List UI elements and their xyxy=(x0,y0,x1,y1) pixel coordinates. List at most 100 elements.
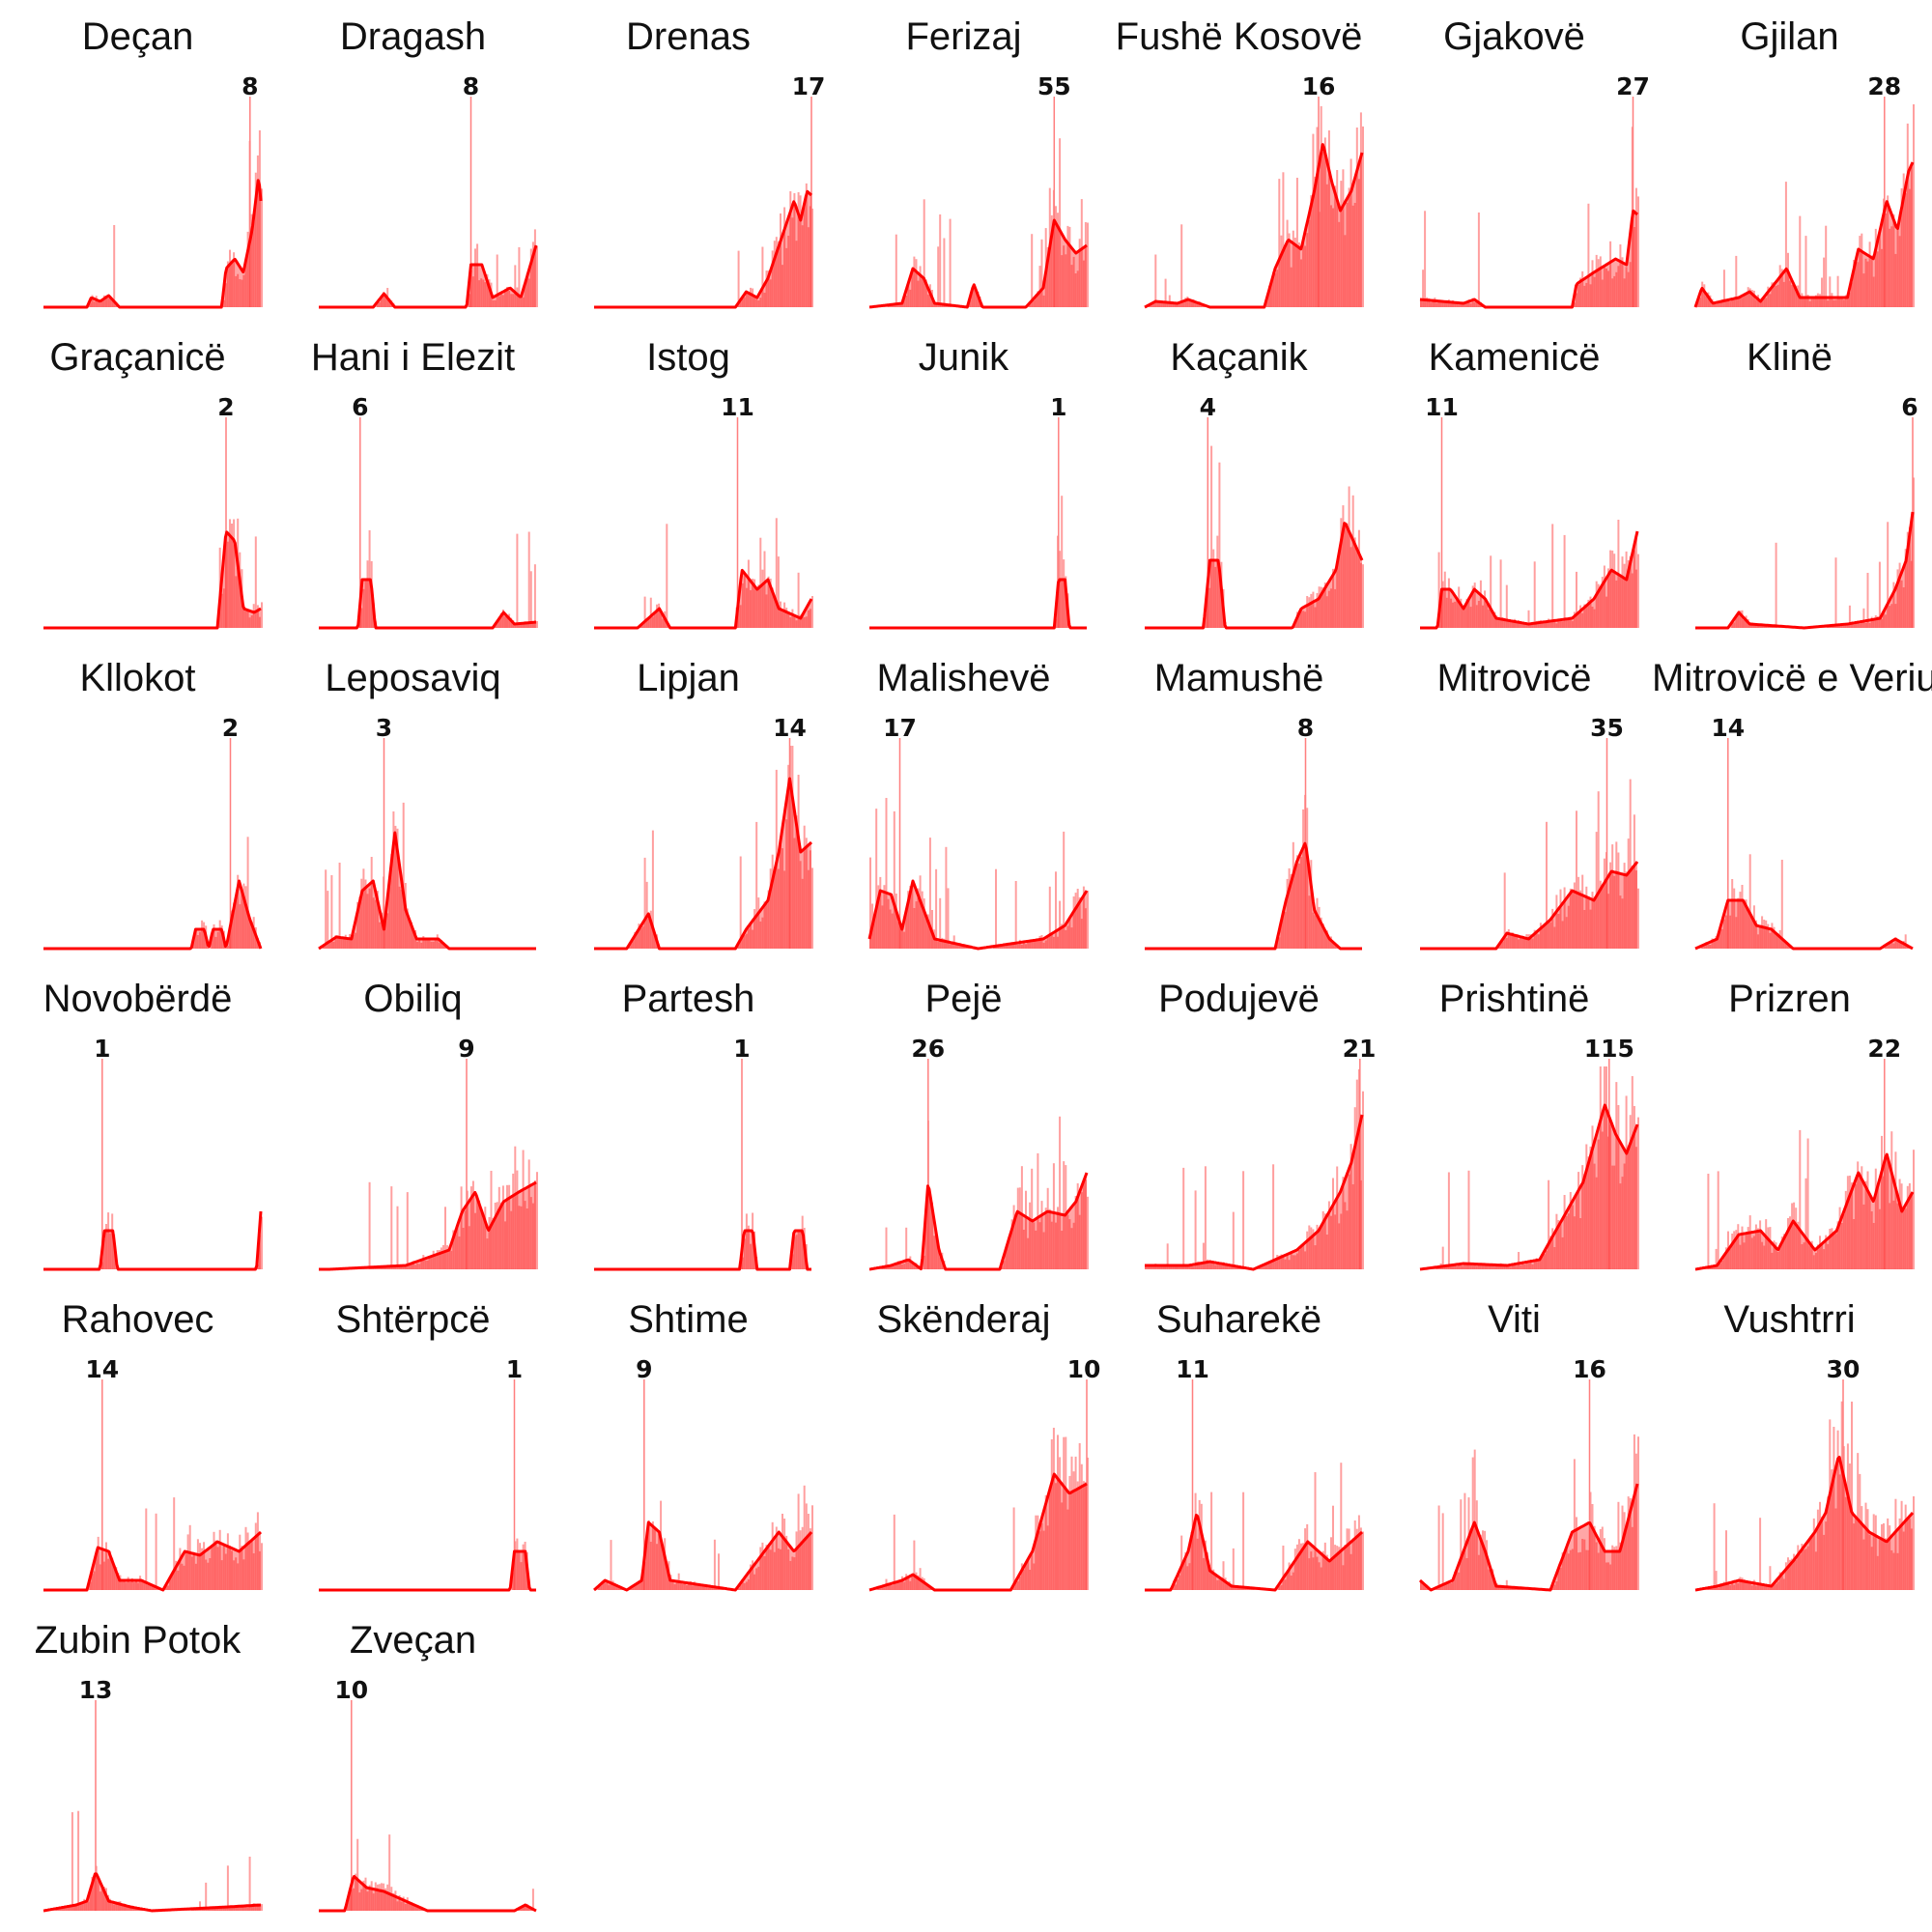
daily-bar xyxy=(1810,298,1813,307)
daily-bar xyxy=(1780,860,1783,949)
daily-bar xyxy=(767,1545,770,1590)
daily-bar xyxy=(211,936,213,949)
daily-bar xyxy=(1033,1563,1036,1590)
daily-bar xyxy=(1302,1243,1305,1269)
daily-bar xyxy=(468,294,470,307)
daily-bar xyxy=(1814,1252,1817,1269)
daily-bar xyxy=(1327,1560,1330,1590)
daily-bar xyxy=(743,297,746,307)
daily-bar xyxy=(1202,1557,1205,1590)
daily-bar xyxy=(1729,1248,1732,1269)
daily-bar xyxy=(109,1233,112,1269)
daily-bar xyxy=(171,1574,174,1590)
daily-bar xyxy=(416,941,419,949)
daily-bar xyxy=(1759,1518,1762,1590)
daily-bar xyxy=(1823,1534,1826,1590)
daily-bar xyxy=(1242,1171,1245,1269)
peak-value-label: 21 xyxy=(1343,1035,1377,1063)
avg-line xyxy=(318,578,537,630)
daily-bar xyxy=(398,1894,401,1911)
daily-bar xyxy=(1633,1434,1635,1590)
daily-bar xyxy=(411,1264,412,1269)
daily-bar xyxy=(398,1265,401,1269)
daily-bar xyxy=(1769,1566,1772,1590)
daily-bar xyxy=(696,1583,698,1590)
daily-bar xyxy=(183,1565,185,1590)
daily-bar xyxy=(1288,867,1291,949)
daily-bar xyxy=(1505,937,1508,949)
daily-bar xyxy=(1829,1419,1832,1590)
daily-bar xyxy=(428,1258,431,1269)
daily-bar xyxy=(1810,1536,1813,1590)
daily-bar xyxy=(1611,278,1614,307)
daily-bar xyxy=(1292,230,1294,307)
daily-bar xyxy=(1087,891,1089,949)
daily-bar xyxy=(1467,1497,1470,1590)
daily-bar xyxy=(1533,1261,1536,1269)
panel: Lipjan 14 xyxy=(551,641,826,962)
daily-bar xyxy=(699,1584,702,1590)
daily-bar xyxy=(1904,549,1907,628)
daily-bar xyxy=(496,1202,498,1269)
daily-bar xyxy=(1493,611,1496,628)
daily-bar xyxy=(913,256,916,307)
daily-bar xyxy=(1063,831,1065,949)
daily-bar xyxy=(1340,518,1343,628)
daily-bar xyxy=(378,1267,381,1269)
daily-bar xyxy=(368,888,371,949)
panel-plot: 14 xyxy=(43,1355,263,1592)
daily-bar xyxy=(1270,1261,1272,1269)
daily-bar xyxy=(1892,1200,1895,1269)
daily-bar xyxy=(1038,935,1041,949)
daily-bar xyxy=(102,1238,105,1269)
daily-bar xyxy=(905,1227,908,1269)
daily-bar xyxy=(606,1580,609,1590)
daily-bar xyxy=(1306,596,1309,628)
daily-bar xyxy=(1458,1572,1461,1590)
daily-bar xyxy=(1486,604,1489,628)
daily-bar xyxy=(368,1885,371,1911)
daily-bar xyxy=(374,1882,377,1911)
daily-bar xyxy=(499,293,502,307)
daily-bar xyxy=(360,608,363,628)
daily-bar xyxy=(250,1904,253,1911)
daily-bar xyxy=(218,1529,221,1590)
daily-bar xyxy=(1861,1166,1863,1269)
daily-bar xyxy=(1722,1254,1725,1269)
daily-bar xyxy=(256,1512,259,1590)
daily-bar xyxy=(745,292,748,307)
daily-bar xyxy=(1055,1222,1057,1269)
daily-bar xyxy=(1836,1221,1839,1269)
daily-bar xyxy=(1212,1569,1215,1590)
daily-bar xyxy=(1549,622,1552,628)
daily-bar xyxy=(239,279,242,307)
daily-bar xyxy=(1216,535,1219,628)
daily-bar xyxy=(192,1553,195,1590)
daily-bar xyxy=(1316,127,1319,307)
daily-bar xyxy=(494,625,497,628)
daily-bar xyxy=(1874,1515,1877,1590)
daily-bar xyxy=(1482,1263,1484,1269)
daily-bar xyxy=(1280,920,1283,949)
daily-bar xyxy=(1066,925,1069,949)
daily-bar xyxy=(1733,888,1736,949)
daily-bar xyxy=(484,1207,487,1269)
daily-bar xyxy=(358,1892,361,1911)
daily-bar xyxy=(1304,1528,1307,1590)
daily-bar xyxy=(600,1585,603,1590)
daily-bar xyxy=(1194,1190,1197,1269)
daily-bar xyxy=(1316,1224,1319,1269)
daily-bar xyxy=(1531,1264,1534,1269)
daily-bar xyxy=(1611,1165,1614,1269)
daily-bar xyxy=(1603,1538,1605,1590)
daily-bar xyxy=(1769,1227,1772,1269)
daily-bar xyxy=(1265,298,1268,307)
daily-bar xyxy=(1200,1503,1203,1590)
daily-bar xyxy=(1501,616,1504,628)
daily-bar xyxy=(777,241,780,307)
daily-bar xyxy=(1160,300,1163,307)
daily-bar xyxy=(1711,938,1714,949)
daily-bar xyxy=(1603,565,1605,628)
daily-bar xyxy=(943,238,946,307)
daily-bar xyxy=(1272,271,1275,307)
